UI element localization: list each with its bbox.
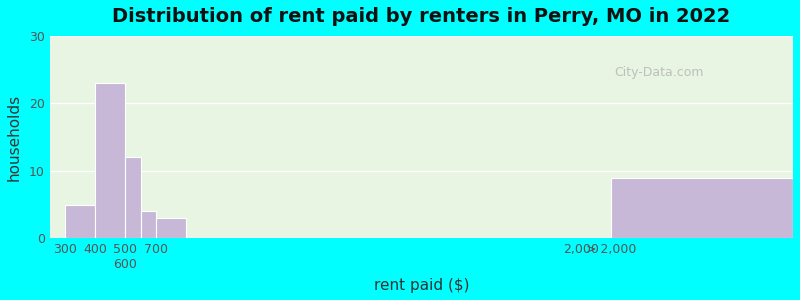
X-axis label: rent paid ($): rent paid ($): [374, 278, 469, 293]
Title: Distribution of rent paid by renters in Perry, MO in 2022: Distribution of rent paid by renters in …: [112, 7, 730, 26]
Text: City-Data.com: City-Data.com: [614, 66, 704, 79]
Bar: [156, 218, 186, 238]
Bar: [95, 83, 126, 238]
Bar: [141, 211, 156, 238]
Bar: [65, 205, 95, 238]
Bar: [126, 157, 141, 238]
Bar: [611, 178, 793, 238]
Y-axis label: households: households: [7, 94, 22, 181]
